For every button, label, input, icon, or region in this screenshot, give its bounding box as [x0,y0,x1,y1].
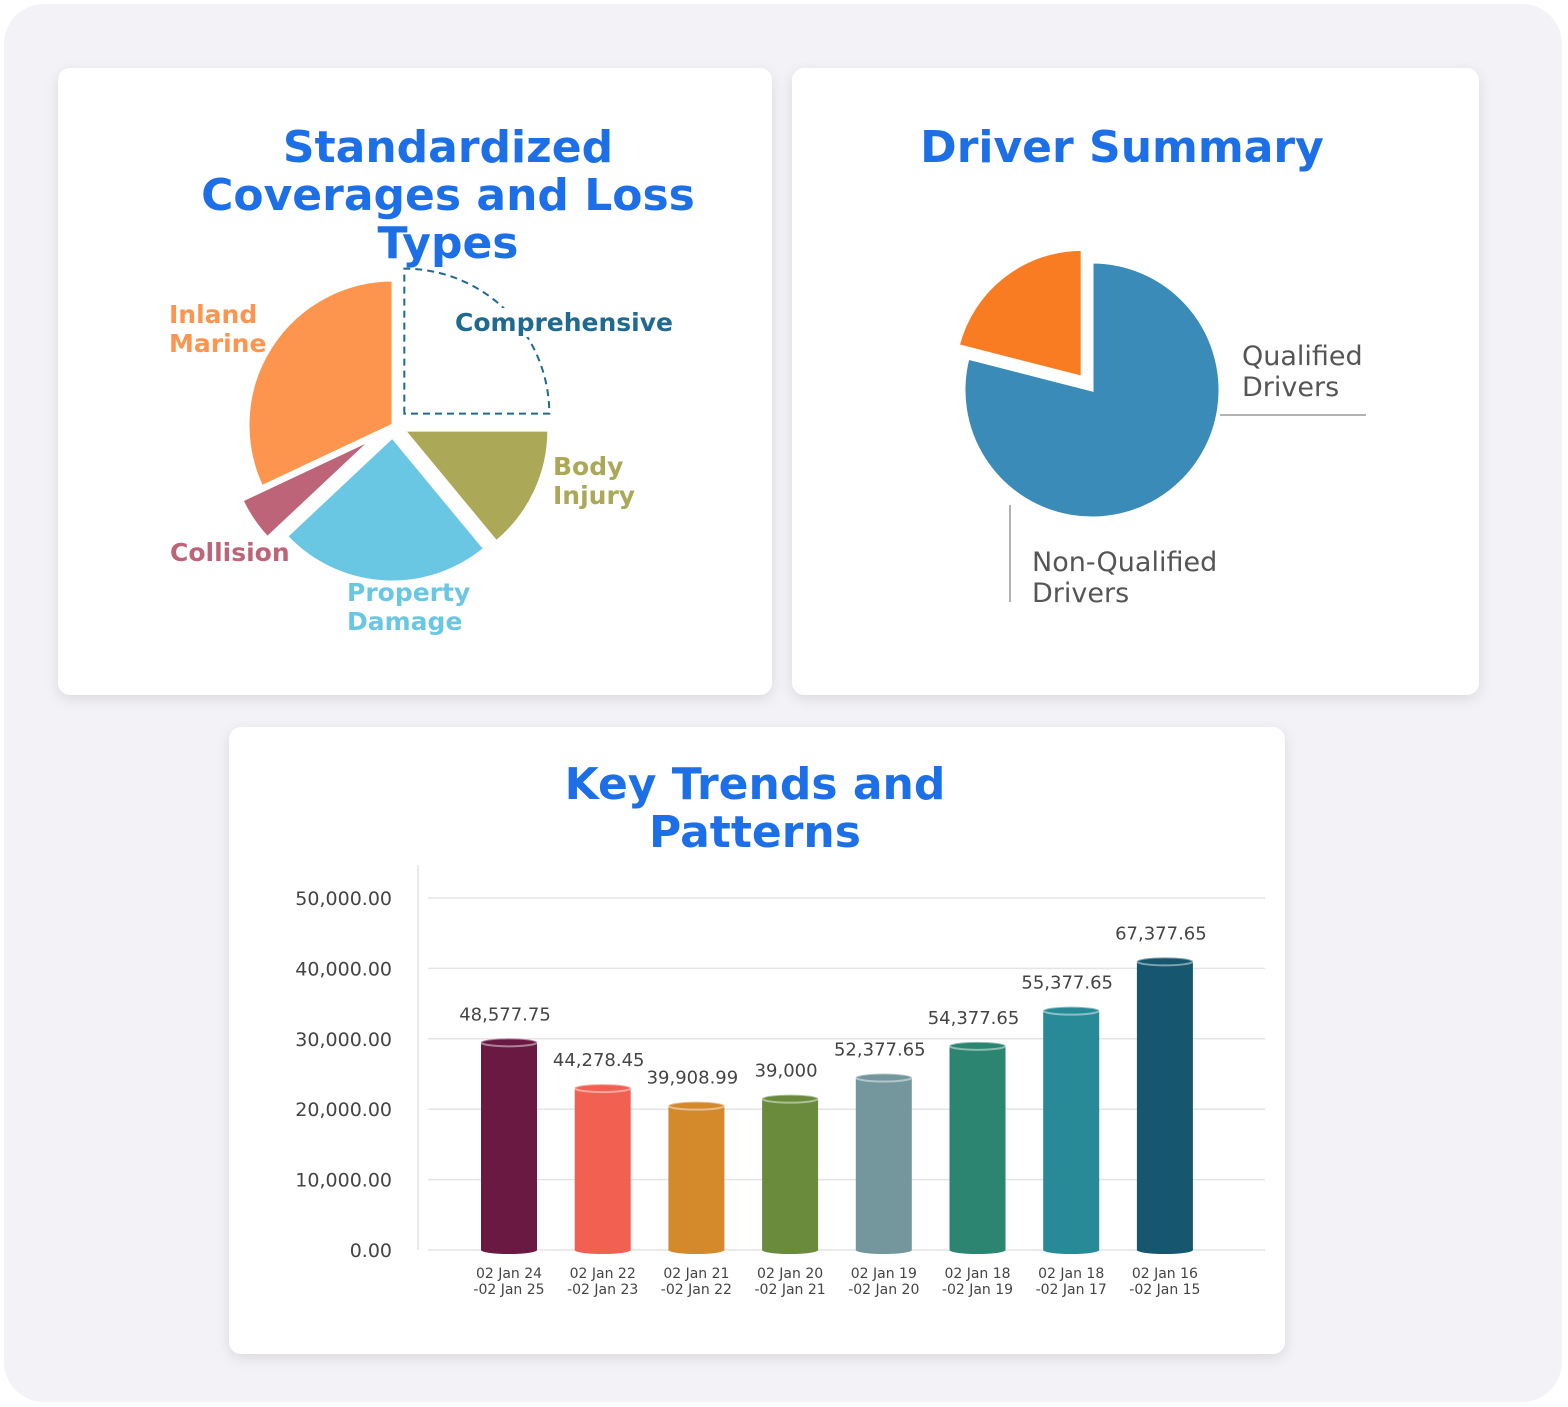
slice-label: Body Injury [553,452,636,510]
pie-slice [239,437,375,540]
y-tick-label: 30,000.00 [295,1029,392,1051]
bar-annotation: 48,577.75 [459,1004,551,1025]
chart-title: Standardized Coverages and Loss Types [201,122,695,269]
y-tick-label: 10,000.00 [295,1170,392,1192]
pie-slice [400,428,551,544]
bar-annotation: 54,377.65 [928,1008,1020,1029]
bar-top [854,1072,913,1083]
y-tick-label: 50,000.00 [295,888,392,910]
y-tick-label: 20,000.00 [295,1099,392,1121]
bar-top [761,1093,820,1104]
x-tick-label: 02 Jan 21 -02 Jan 22 [660,1266,732,1298]
y-tick-label: 40,000.00 [295,958,392,980]
x-tick-label: 02 Jan 22 -02 Jan 23 [567,1266,639,1298]
bar [668,1105,725,1250]
bar [855,1077,912,1250]
slice-label: Collision [170,538,290,567]
y-tick-label: 0.00 [350,1240,392,1262]
chart-title: Driver Summary [920,122,1324,173]
bar-annotation: 39,000 [755,1061,818,1082]
x-tick-label: 02 Jan 24 -02 Jan 25 [473,1266,545,1298]
bar-top [1135,956,1194,967]
x-tick-label: 02 Jan 18 -02 Jan 17 [1035,1266,1107,1298]
chart-title: Key Trends and Patterns [564,759,946,858]
bar [1043,1010,1100,1250]
card [58,68,772,695]
pie-slice [962,260,1222,520]
slice-label: Comprehensive [455,308,685,337]
x-tick-label: 02 Jan 16 -02 Jan 15 [1129,1266,1201,1298]
bar-annotation: 55,377.65 [1021,973,1113,994]
x-tick-label: 02 Jan 19 -02 Jan 20 [848,1266,920,1298]
x-tick-label: 02 Jan 18 -02 Jan 19 [941,1266,1014,1298]
bar [574,1088,631,1250]
bar-top [480,1037,538,1048]
bar-annotation: 44,278.45 [553,1050,645,1071]
bar [1136,961,1193,1250]
slice-label: Property Damage [347,578,471,636]
pie-slice [956,247,1084,380]
bar-top [667,1100,726,1111]
bar-annotation: 52,377.65 [834,1040,926,1061]
slice-label: Qualified Drivers [1242,341,1363,403]
bar [481,1042,537,1250]
x-tick-label: 02 Jan 20 -02 Jan 21 [754,1266,826,1298]
bar-top [948,1040,1007,1051]
bar-top [1042,1005,1101,1016]
pie-slice [246,278,395,489]
bar [949,1045,1006,1250]
bar-annotation: 67,377.65 [1115,923,1207,944]
bar-annotation: 39,908.99 [647,1068,739,1089]
bar-top [573,1083,632,1094]
bar [762,1098,819,1250]
slice-label: Inland Marine [169,300,267,358]
pie-slice [403,267,551,415]
slice-label: Non-Qualified Drivers [1032,547,1218,609]
pie-slice [284,434,487,584]
